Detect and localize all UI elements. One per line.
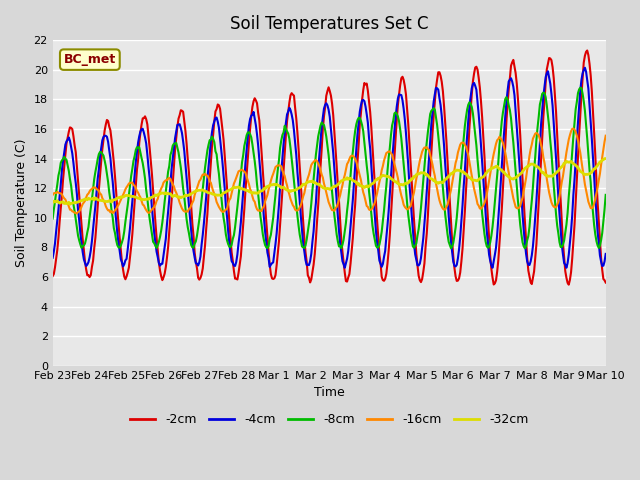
-8cm — [358, 122, 366, 128]
Title: Soil Temperatures Set C: Soil Temperatures Set C — [230, 15, 428, 33]
Text: BC_met: BC_met — [64, 53, 116, 66]
-16cm — [602, 133, 609, 139]
Y-axis label: Soil Temperature (C): Soil Temperature (C) — [15, 139, 28, 267]
-2cm — [565, 282, 573, 288]
-2cm — [584, 48, 591, 53]
-2cm — [358, 97, 366, 103]
Line: -16cm: -16cm — [52, 129, 605, 214]
-32cm — [360, 183, 367, 189]
-32cm — [283, 187, 291, 193]
-4cm — [602, 251, 609, 257]
-2cm — [282, 133, 290, 139]
X-axis label: Time: Time — [314, 386, 344, 399]
-4cm — [49, 255, 56, 261]
-16cm — [222, 207, 230, 213]
-8cm — [552, 211, 560, 217]
-16cm — [552, 204, 560, 210]
-8cm — [221, 222, 228, 228]
Line: -4cm: -4cm — [52, 68, 605, 268]
-4cm — [581, 65, 589, 71]
-8cm — [577, 85, 584, 91]
-2cm — [551, 93, 559, 98]
-32cm — [222, 189, 230, 195]
-16cm — [283, 182, 291, 188]
-2cm — [385, 248, 392, 254]
-8cm — [49, 216, 56, 221]
Line: -2cm: -2cm — [52, 50, 605, 285]
-4cm — [455, 246, 463, 252]
-32cm — [49, 200, 56, 205]
-4cm — [552, 156, 560, 161]
-2cm — [221, 152, 228, 157]
-4cm — [282, 120, 290, 126]
-2cm — [602, 280, 609, 286]
-16cm — [570, 126, 577, 132]
-8cm — [602, 192, 609, 198]
-32cm — [602, 156, 609, 161]
-8cm — [521, 245, 529, 251]
Legend: -2cm, -4cm, -8cm, -16cm, -32cm: -2cm, -4cm, -8cm, -16cm, -32cm — [125, 408, 533, 432]
-4cm — [385, 209, 392, 215]
-32cm — [66, 201, 74, 207]
-4cm — [221, 185, 228, 191]
-32cm — [386, 174, 394, 180]
-8cm — [455, 188, 463, 193]
-2cm — [455, 276, 463, 281]
-4cm — [489, 265, 497, 271]
-2cm — [49, 273, 56, 279]
-8cm — [385, 155, 392, 160]
Line: -8cm: -8cm — [52, 88, 605, 248]
-16cm — [73, 211, 81, 216]
-16cm — [49, 192, 56, 198]
-4cm — [358, 97, 366, 103]
-32cm — [552, 170, 560, 176]
-16cm — [456, 142, 464, 147]
-8cm — [282, 126, 290, 132]
Line: -32cm: -32cm — [52, 158, 605, 204]
-16cm — [360, 190, 367, 195]
-32cm — [456, 168, 464, 173]
-16cm — [386, 149, 394, 155]
